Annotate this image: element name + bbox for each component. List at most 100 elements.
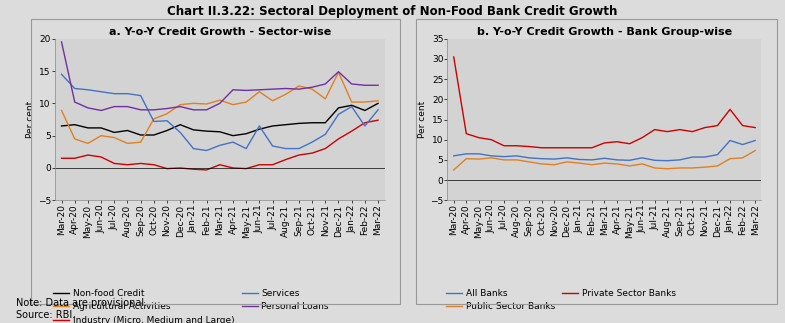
Industry (Micro, Medium and Large) [347, 129, 356, 133]
Services [176, 130, 185, 134]
Public Sector Banks [550, 163, 559, 167]
Agricultural Activities [57, 109, 66, 112]
Services [110, 92, 119, 96]
Public Sector Banks [524, 160, 534, 164]
Personal Loans [149, 108, 159, 112]
Agricultural Activities [97, 134, 106, 138]
All Banks [725, 139, 735, 142]
Public Sector Banks [562, 160, 571, 164]
Personal Loans [97, 109, 106, 112]
Services [202, 149, 211, 152]
Industry (Micro, Medium and Large) [202, 168, 211, 172]
Public Sector Banks [663, 167, 672, 171]
Private Sector Banks [700, 126, 710, 130]
Private Sector Banks [738, 124, 747, 128]
Agricultural Activities [70, 137, 79, 141]
Public Sector Banks [625, 164, 634, 168]
Personal Loans [70, 100, 79, 104]
Non-food Credit [374, 101, 383, 105]
Services [162, 119, 172, 123]
Agricultural Activities [188, 101, 198, 105]
Agricultural Activities [308, 87, 317, 91]
All Banks [575, 158, 584, 162]
Services [360, 124, 370, 128]
Line: Services: Services [61, 74, 378, 151]
Text: Chart II.3.22: Sectoral Deployment of Non-Food Bank Credit Growth: Chart II.3.22: Sectoral Deployment of No… [167, 5, 618, 18]
All Banks [449, 154, 458, 158]
Non-food Credit [188, 128, 198, 132]
Personal Loans [57, 40, 66, 44]
Text: Note: Data are provisional.
Source: RBI.: Note: Data are provisional. Source: RBI. [16, 298, 147, 320]
Services [215, 143, 225, 147]
Private Sector Banks [663, 130, 672, 134]
Industry (Micro, Medium and Large) [162, 167, 172, 171]
Y-axis label: Per cent: Per cent [26, 101, 35, 138]
Industry (Micro, Medium and Large) [228, 166, 238, 170]
Personal Loans [110, 105, 119, 109]
Non-food Credit [254, 127, 264, 131]
Legend: Non-food Credit, Agricultural Activities, Industry (Micro, Medium and Large), Se: Non-food Credit, Agricultural Activities… [53, 289, 329, 323]
Personal Loans [176, 105, 185, 109]
Non-food Credit [281, 123, 290, 127]
Agricultural Activities [110, 136, 119, 140]
Agricultural Activities [242, 100, 251, 104]
Industry (Micro, Medium and Large) [320, 147, 330, 151]
Industry (Micro, Medium and Large) [374, 118, 383, 122]
Public Sector Banks [499, 158, 509, 162]
Services [334, 112, 343, 116]
Industry (Micro, Medium and Large) [242, 167, 251, 171]
Agricultural Activities [228, 103, 238, 107]
Industry (Micro, Medium and Large) [360, 121, 370, 125]
Non-food Credit [110, 130, 119, 134]
Industry (Micro, Medium and Large) [122, 163, 132, 167]
Agricultural Activities [162, 112, 172, 116]
Services [374, 108, 383, 112]
Industry (Micro, Medium and Large) [176, 166, 185, 170]
Services [254, 124, 264, 128]
Personal Loans [122, 105, 132, 109]
Private Sector Banks [600, 141, 609, 145]
All Banks [499, 155, 509, 159]
Personal Loans [281, 87, 290, 90]
Industry (Micro, Medium and Large) [57, 156, 66, 160]
Non-food Credit [268, 124, 277, 128]
Public Sector Banks [462, 157, 471, 161]
Public Sector Banks [675, 166, 685, 170]
Private Sector Banks [474, 136, 484, 140]
Private Sector Banks [713, 124, 722, 128]
All Banks [650, 158, 659, 162]
Line: Public Sector Banks: Public Sector Banks [454, 151, 755, 170]
Non-food Credit [360, 109, 370, 112]
All Banks [524, 156, 534, 160]
Title: b. Y-o-Y Credit Growth - Bank Group-wise: b. Y-o-Y Credit Growth - Bank Group-wise [476, 26, 732, 36]
Services [242, 147, 251, 151]
Non-food Credit [242, 132, 251, 136]
Agricultural Activities [176, 103, 185, 107]
Public Sector Banks [612, 162, 622, 166]
Agricultural Activities [215, 98, 225, 102]
Public Sector Banks [512, 158, 521, 162]
Private Sector Banks [537, 146, 546, 150]
Private Sector Banks [587, 146, 597, 150]
Public Sector Banks [575, 161, 584, 165]
Private Sector Banks [550, 146, 559, 150]
Services [268, 144, 277, 148]
Services [347, 105, 356, 109]
Public Sector Banks [750, 149, 760, 152]
Line: All Banks: All Banks [454, 141, 755, 161]
Services [188, 147, 198, 151]
Services [57, 72, 66, 76]
All Banks [512, 154, 521, 158]
Personal Loans [308, 85, 317, 89]
Non-food Credit [308, 121, 317, 125]
Industry (Micro, Medium and Large) [110, 162, 119, 165]
Personal Loans [215, 101, 225, 105]
Public Sector Banks [738, 156, 747, 160]
Private Sector Banks [449, 55, 458, 59]
Private Sector Banks [675, 128, 685, 131]
Services [97, 90, 106, 94]
Industry (Micro, Medium and Large) [70, 156, 79, 160]
Non-food Credit [320, 121, 330, 125]
Private Sector Banks [750, 126, 760, 130]
All Banks [600, 156, 609, 160]
